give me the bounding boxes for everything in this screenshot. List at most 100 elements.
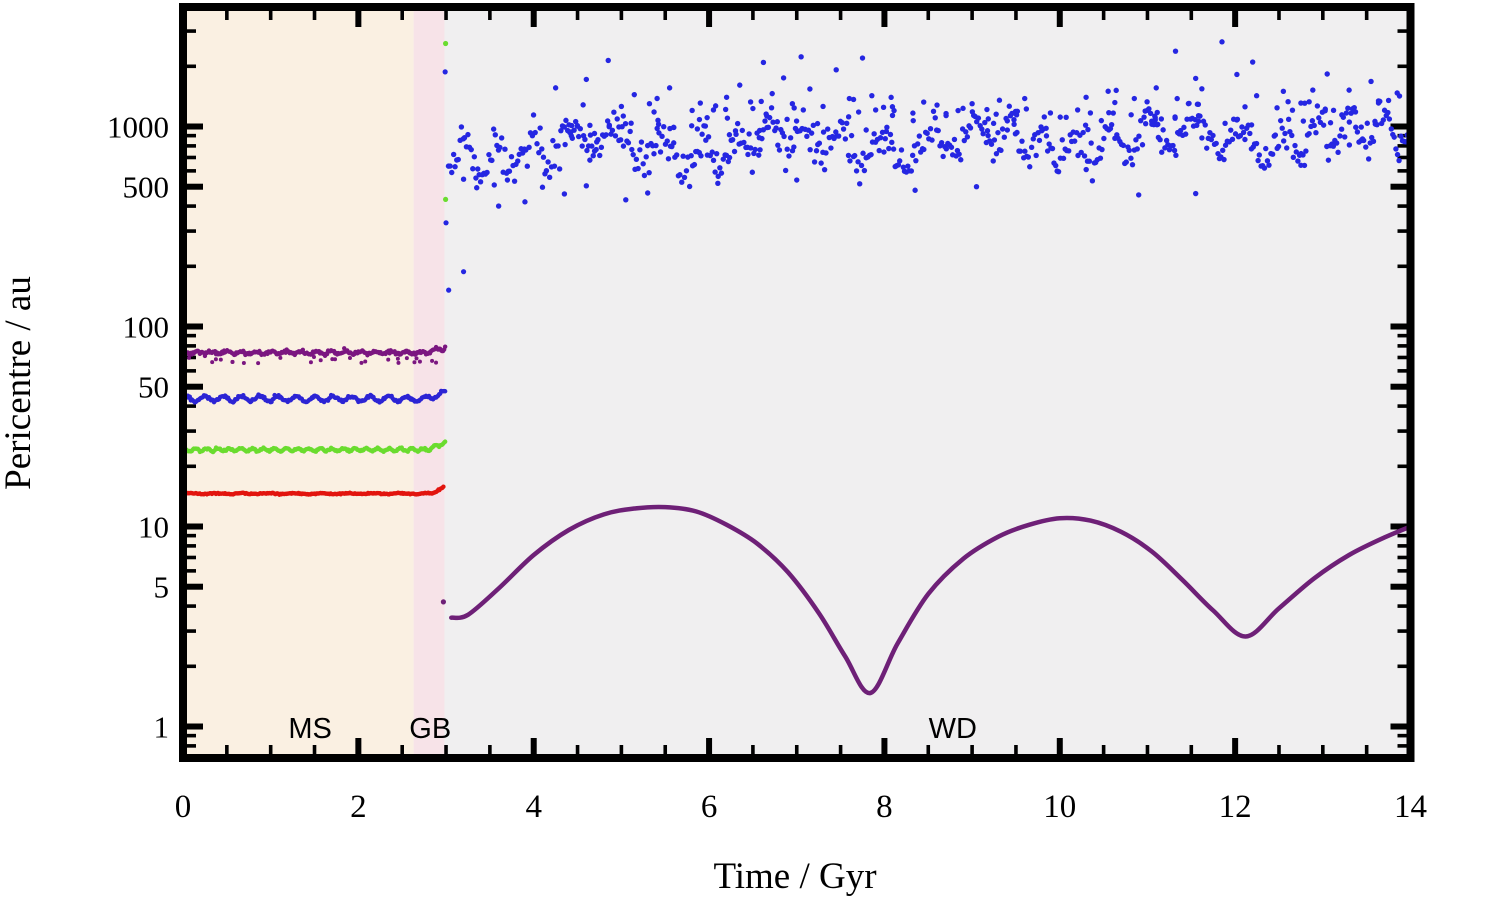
scatter-dot [640,161,646,167]
scatter-dot [617,137,624,143]
planet1-ms-pericentre-stray-dot [187,355,192,360]
scatter-dot [811,159,818,165]
scatter-dot [606,123,612,130]
scatter-dot [473,175,479,181]
scatter-dot [580,102,586,108]
scatter-dot [732,128,739,134]
scatter-dot [489,157,495,164]
scatter-dot [726,132,733,138]
scatter-dot [1110,110,1116,116]
scatter-dot [1295,158,1301,164]
scatter-dot [1253,93,1260,99]
scatter-dot [850,96,857,103]
scatter-dot [664,138,670,144]
scatter-dot [551,163,558,169]
scatter-dot [1101,135,1107,142]
scatter-dot [756,127,763,134]
scatter-dot [1057,114,1063,120]
scatter-dot [1364,120,1370,126]
scatter-dot [921,146,927,153]
scatter-dot [643,154,649,160]
scatter-outlier-high [1280,88,1287,94]
scatter-dot [590,153,596,159]
scatter-dot [842,136,849,142]
scatter-dot [616,124,622,130]
scatter-dot [935,127,941,134]
scatter-dot [764,124,770,131]
scatter-dot [964,134,971,140]
scatter-dot [1213,140,1219,147]
scatter-outlier-low [495,203,502,209]
scatter-dot [804,133,810,140]
y-tick-label: 50 [138,370,169,405]
scatter-dot [1274,105,1280,111]
scatter-dot [975,115,982,121]
scatter-dot [1028,144,1035,151]
scatter-dot [717,165,723,171]
scatter-dot [763,111,769,117]
scatter-dot [470,166,476,172]
scatter-outlier-high [1172,48,1179,54]
scatter-dot [681,174,688,181]
scatter-dot [897,158,903,164]
scatter-dot [940,153,946,160]
x-tick-label: 6 [701,789,718,825]
scatter-dot [1394,151,1401,158]
y-tick-label: 100 [123,310,170,345]
scatter-dot [1306,99,1312,105]
planet1-ms-pericentre-stray-dot [417,359,422,364]
scatter-dot [1314,103,1321,109]
scatter-dot [910,117,916,124]
scatter-dot [990,158,996,164]
y-tick-label: 1000 [107,110,169,145]
scatter-dot [1256,152,1263,158]
scatter-dot [638,139,645,145]
scatter-dot [880,104,887,110]
scatter-dot [729,136,736,143]
scatter-dot [683,168,690,174]
scatter-dot [800,107,807,113]
scatter-dot [781,133,787,140]
scatter-dot [996,97,1003,103]
scatter-dot [1398,133,1404,139]
scatter-dot [860,150,866,156]
scatter-dot [1330,107,1337,114]
scatter-dot [471,154,478,160]
scatter-outlier-low [794,177,800,183]
scatter-dot [955,107,961,114]
scatter-dot [847,158,853,164]
scatter-dot [667,125,673,132]
scatter-dot [579,143,585,149]
scatter-dot [539,146,545,152]
scatter-dot [1320,122,1327,128]
scatter-outlier-high [666,85,673,91]
scatter-dot [665,156,672,162]
scatter-dot [845,152,852,159]
scatter-outlier-low [539,184,546,190]
scatter-dot [574,122,581,129]
scatter-dot [1106,109,1112,116]
scatter-dot [655,121,662,127]
scatter-dot [979,126,985,132]
scatter-dot [1123,159,1129,165]
planet2-ms-pericentre-dot [442,389,448,394]
scatter-dot [914,141,921,147]
scatter-outlier-high [969,101,975,107]
scatter-dot [502,146,508,152]
scatter-dot [876,147,882,154]
scatter-dot [1290,154,1297,161]
scatter-dot [1047,110,1054,116]
scatter-dot [1066,148,1072,154]
scatter-dot [712,169,718,175]
scatter-dot [654,95,660,102]
scatter-dot [1195,112,1202,119]
scatter-dot [1158,116,1165,122]
region-label-main-sequence: MS [288,713,332,745]
scatter-dot [698,153,704,159]
scatter-dot [691,161,698,168]
scatter-dot [1285,99,1291,105]
scatter-dot [534,141,540,147]
scatter-dot [818,160,824,166]
scatter-dot [1195,118,1202,124]
scatter-dot [844,120,850,126]
